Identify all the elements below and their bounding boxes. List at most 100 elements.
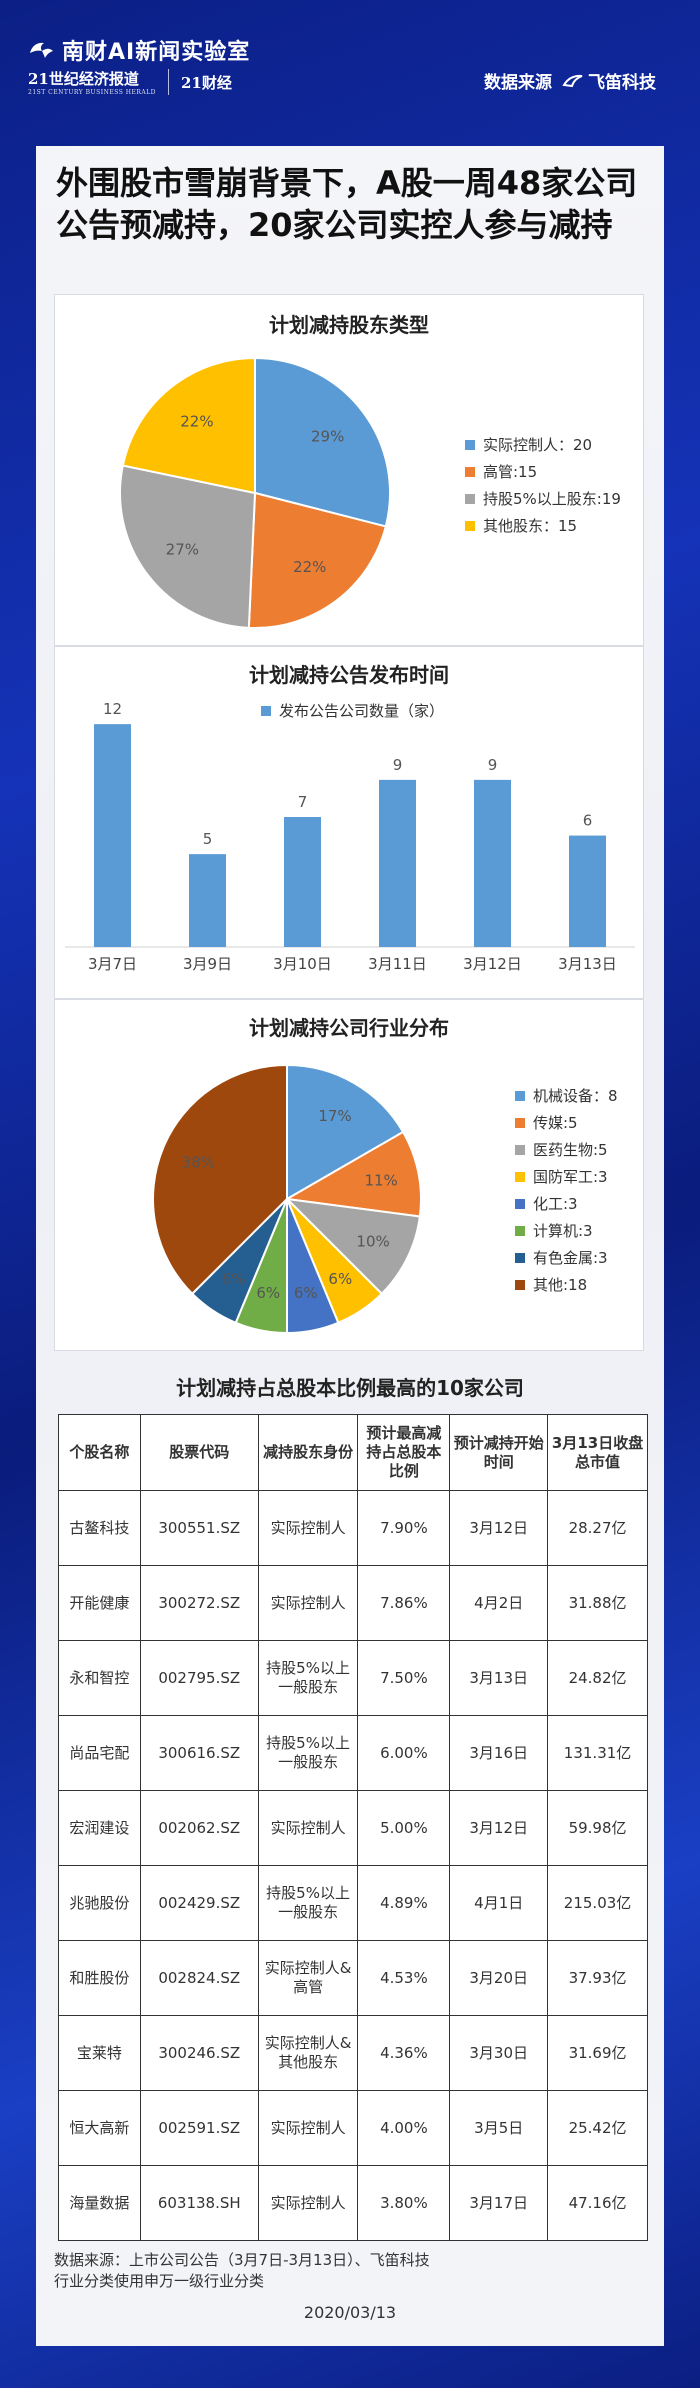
table-cell: 4月2日 — [449, 1565, 549, 1641]
legend-swatch — [515, 1225, 525, 1236]
pie-slice — [284, 1197, 421, 1296]
announcement-time-panel: 计划减持公告发布时间 发布公告公司数量（家） 12 3月7日 5 3月9日 7 3月10日… — [54, 646, 644, 999]
publish-date: 2020/03/13 — [303, 2303, 397, 2322]
shareholder-type-panel: 计划减持股东类型 29% 22% 27% 22% 实际控制人：20 高管:15 持股5… — [54, 294, 644, 646]
legend-label: 计算机:3 — [533, 1222, 593, 1240]
announcement-time-legend: 发布公告公司数量（家） — [261, 697, 444, 724]
table-cell: 002591.SZ — [139, 2090, 259, 2166]
table-cell: 24.82亿 — [547, 1640, 648, 1716]
table-cell: 3月16日 — [449, 1715, 549, 1791]
table-cell: 持股5%以上一般股东 — [257, 1640, 359, 1716]
pie-slice — [286, 1063, 405, 1201]
table-header-cell: 预计减持开始时间 — [449, 1414, 549, 1491]
brand-logo-icon — [30, 42, 53, 58]
pie-slice — [121, 356, 256, 495]
table-cell: 3月30日 — [449, 2015, 549, 2091]
footnote: 数据来源：上市公司公告（3月7日-3月13日）、飞笛科技 行业分类使用申万一级行… — [54, 2250, 430, 2292]
table-row: 宏润建设 002062.SZ 实际控制人 5.00% 3月12日 59.98亿 — [58, 1790, 648, 1866]
pie-slice-label: 6% — [222, 1270, 246, 1288]
table-cell: 3月17日 — [449, 2165, 549, 2241]
table-row: 和胜股份 002824.SZ 实际控制人&高管 4.53% 3月20日 37.93亿 — [58, 1940, 648, 2016]
industry-legend: 机械设备：8 传媒:5 医药生物:5 国防军工:3 化工:3 计算机:3 有色金… — [515, 1082, 618, 1298]
table-cell: 3月20日 — [449, 1940, 549, 2016]
pie-slice-label: 22% — [180, 413, 213, 431]
herald-english: 21ST CENTURY BUSINESS HERALD — [28, 89, 156, 96]
bar-value-label: 7 — [298, 793, 308, 811]
table-cell: 7.90% — [357, 1490, 451, 1566]
bar — [189, 854, 226, 947]
footnote-line: 行业分类使用申万一级行业分类 — [54, 2272, 265, 2290]
legend-item: 传媒:5 — [515, 1109, 618, 1136]
pie-slice-label: 17% — [318, 1107, 351, 1125]
table-cell: 开能健康 — [58, 1565, 141, 1641]
publisher-divider — [168, 69, 169, 95]
pie-slice-label: 27% — [166, 540, 199, 558]
legend-label: 机械设备：8 — [533, 1087, 618, 1105]
bar-value-label: 9 — [393, 756, 403, 774]
announcement-time-title: 计划减持公告发布时间 — [249, 663, 449, 687]
table-cell: 3月12日 — [449, 1490, 549, 1566]
herald-name: 21世纪经济报道 — [28, 70, 139, 88]
table-cell: 海量数据 — [58, 2165, 141, 2241]
table-cell: 131.31亿 — [547, 1715, 648, 1791]
legend-label: 有色金属:3 — [533, 1249, 608, 1267]
table-cell: 持股5%以上一般股东 — [257, 1715, 359, 1791]
pie-slice-label: 38% — [182, 1153, 215, 1171]
data-source-label: 数据来源 — [484, 73, 552, 93]
pie-slice-label: 29% — [311, 428, 344, 446]
table-row: 开能健康 300272.SZ 实际控制人 7.86% 4月2日 31.88亿 — [58, 1565, 648, 1641]
table-row: 古鳌科技 300551.SZ 实际控制人 7.90% 3月12日 28.27亿 — [58, 1490, 648, 1566]
table-cell: 尚品宅配 — [58, 1715, 141, 1791]
table-cell: 和胜股份 — [58, 1940, 141, 2016]
table-cell: 实际控制人 — [257, 1490, 359, 1566]
bar — [284, 817, 321, 947]
x-tick-label: 3月13日 — [558, 955, 617, 973]
shareholder-type-legend: 实际控制人：20 高管:15 持股5%以上股东:19 其他股东：15 — [465, 431, 621, 539]
x-tick-label: 3月9日 — [183, 955, 232, 973]
legend-label: 高管:15 — [483, 463, 538, 481]
table-cell: 古鳌科技 — [58, 1490, 141, 1566]
table-cell: 31.88亿 — [547, 1565, 648, 1641]
table-cell: 实际控制人 — [257, 1790, 359, 1866]
publisher-row: 21世纪经济报道 21ST CENTURY BUSINESS HERALD 21… — [28, 68, 232, 96]
legend-label: 医药生物:5 — [533, 1141, 608, 1159]
legend-item: 有色金属:3 — [515, 1244, 618, 1271]
x-tick-label: 3月7日 — [88, 955, 137, 973]
table-cell: 持股5%以上一般股东 — [257, 1865, 359, 1941]
data-source-brand-name: 飞笛科技 — [588, 73, 656, 93]
table-cell: 3月12日 — [449, 1790, 549, 1866]
table-cell: 002062.SZ — [139, 1790, 259, 1866]
pie-slice-label: 6% — [256, 1284, 280, 1302]
table-cell: 002824.SZ — [139, 1940, 259, 2016]
table-cell: 6.00% — [357, 1715, 451, 1791]
legend-label: 持股5%以上股东:19 — [483, 490, 621, 508]
page-title: 外围股市雪崩背景下，A股一周48家公司公告预减持，20家公司实控人参与减持 — [56, 164, 638, 244]
legend-label: 其他:18 — [533, 1276, 588, 1294]
pie-slice-label: 10% — [356, 1232, 389, 1250]
pie-slice — [254, 356, 391, 528]
x-tick-label: 3月11日 — [368, 955, 427, 973]
legend-swatch — [515, 1252, 525, 1263]
legend-swatch — [465, 466, 475, 477]
table-title: 计划减持占总股本比例最高的10家公司 — [176, 1376, 524, 1400]
table-cell: 3月5日 — [449, 2090, 549, 2166]
table-cell: 实际控制人 — [257, 1565, 359, 1641]
legend-item: 高管:15 — [465, 458, 621, 485]
bar — [94, 724, 131, 947]
caijing-name: 21财经 — [181, 73, 232, 92]
table-cell: 4.53% — [357, 1940, 451, 2016]
pie-slice — [152, 1063, 288, 1296]
legend-item: 化工:3 — [515, 1190, 618, 1217]
publisher-herald: 21世纪经济报道 21ST CENTURY BUSINESS HERALD — [28, 68, 156, 96]
table-cell: 恒大高新 — [58, 2090, 141, 2166]
table-row: 永和智控 002795.SZ 持股5%以上一般股东 7.50% 3月13日 24.82亿 — [58, 1640, 648, 1716]
legend-item: 其他股东：15 — [465, 512, 621, 539]
table-cell: 002429.SZ — [139, 1865, 259, 1941]
table-cell: 37.93亿 — [547, 1940, 648, 2016]
table-row: 尚品宅配 300616.SZ 持股5%以上一般股东 6.00% 3月16日 131.31亿 — [58, 1715, 648, 1791]
table-cell: 永和智控 — [58, 1640, 141, 1716]
legend-item: 国防军工:3 — [515, 1163, 618, 1190]
legend-item: 持股5%以上股东:19 — [465, 485, 621, 512]
bar-value-label: 9 — [488, 756, 498, 774]
legend-item: 实际控制人：20 — [465, 431, 621, 458]
